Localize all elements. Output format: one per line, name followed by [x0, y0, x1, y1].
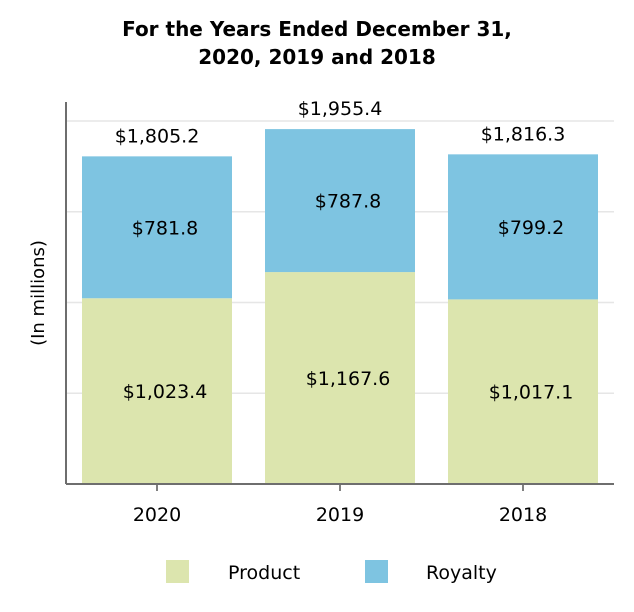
legend: Product Royalty	[166, 560, 497, 584]
chart-title-line-1: For the Years Ended December 31,	[122, 17, 512, 41]
bar-royalty-2020	[82, 156, 232, 299]
total-label-2020: $1,805.2	[115, 125, 200, 147]
bar-product-2020	[82, 298, 232, 484]
y-axis-label: (In millions)	[28, 240, 49, 346]
legend-swatch-royalty	[365, 560, 388, 583]
data-label-product-2018: $1,017.1	[489, 382, 574, 404]
data-label-product-2020: $1,023.4	[123, 381, 208, 403]
bar-royalty-2018	[448, 154, 598, 300]
chart-title-line-2: 2020, 2019 and 2018	[198, 45, 436, 69]
data-label-royalty-2020: $781.8	[132, 217, 198, 239]
legend-label-royalty: Royalty	[426, 562, 497, 584]
total-label-2018: $1,816.3	[481, 123, 566, 145]
legend-swatch-product	[166, 560, 189, 583]
data-label-royalty-2018: $799.2	[498, 217, 564, 239]
x-tick-label-2018: 2018	[499, 504, 547, 526]
data-label-royalty-2019: $787.8	[315, 191, 381, 213]
plot-area: $1,023.4 $781.8 $1,805.2 2020 $1,167.6 $787.8…	[65, 98, 614, 526]
bar-royalty-2019	[265, 129, 415, 273]
x-tick-label-2019: 2019	[316, 504, 364, 526]
x-tick-label-2020: 2020	[133, 504, 181, 526]
data-label-product-2019: $1,167.6	[306, 368, 391, 390]
bar-product-2018	[448, 299, 598, 484]
bar-product-2019	[265, 272, 415, 484]
legend-label-product: Product	[228, 562, 300, 584]
total-label-2019: $1,955.4	[298, 98, 383, 120]
